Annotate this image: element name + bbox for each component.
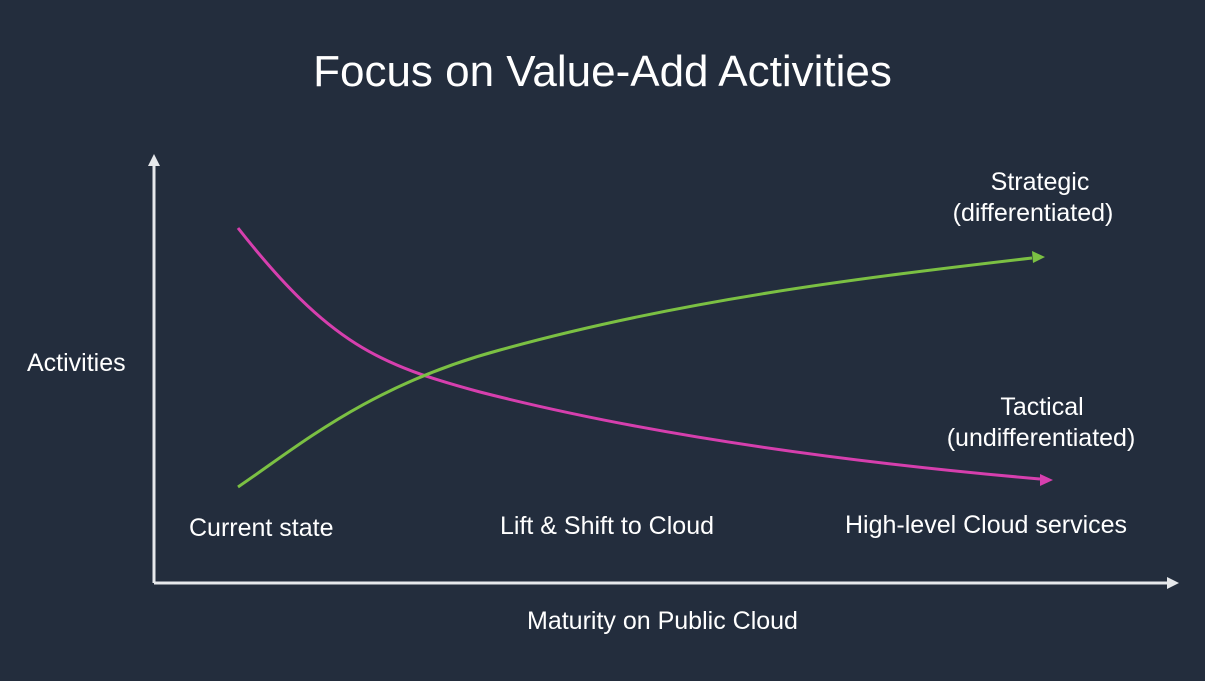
x-axis-arrowhead [1167,577,1179,589]
tactical-arrowhead [1040,474,1053,486]
slide-title: Focus on Value-Add Activities [313,47,892,96]
strategic-label-line2: (differentiated) [952,199,1114,227]
y-axis-arrowhead [148,154,160,166]
stage-label-high-level-services: High-level Cloud services [845,511,1128,539]
x-axis [154,577,1179,589]
stage-label-lift-and-shift: Lift & Shift to Cloud [500,512,715,540]
stage-label-current-state: Current state [189,514,334,542]
x-axis-label: Maturity on Public Cloud [527,607,798,635]
tactical-label-line1: Tactical [1000,393,1084,421]
strategic-curve [237,251,1045,489]
strategic-label-line1: Strategic [990,168,1090,196]
strategic-arrowhead [1032,251,1045,263]
tactical-curve [236,227,1053,486]
y-axis-label: Activities [27,349,126,377]
tactical-label-line2: (undifferentiated) [946,424,1136,452]
y-axis [148,154,160,583]
